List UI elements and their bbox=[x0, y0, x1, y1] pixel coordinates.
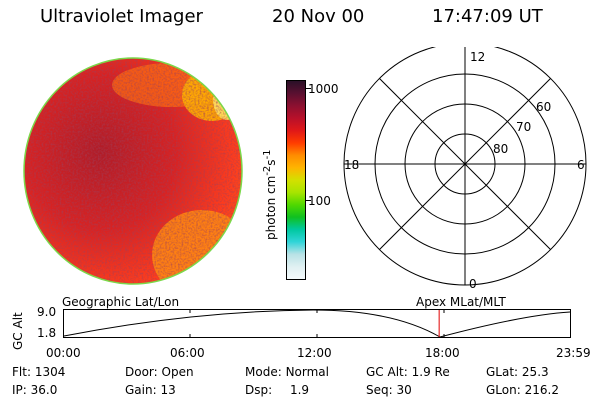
uv-image-disk bbox=[23, 57, 243, 285]
time-tick-1200: 12:00 bbox=[297, 346, 332, 360]
polar-diagonal bbox=[379, 78, 551, 250]
altitude-tick-min: 1.8 bbox=[37, 326, 57, 340]
altitude-curve bbox=[63, 309, 571, 338]
info-gain: Gain: 13 bbox=[125, 383, 176, 397]
colorbar-tickmark bbox=[306, 200, 311, 201]
time-tick-0600: 06:00 bbox=[170, 346, 205, 360]
info-dsp: Dsp: 1.9 bbox=[245, 383, 310, 397]
info-seq: Seq: 30 bbox=[366, 383, 412, 397]
altitude-axis-label: GC Alt bbox=[11, 312, 25, 350]
polar-plot: 12 18 6 0 60 70 80 bbox=[343, 47, 587, 291]
info-gc-alt: GC Alt: 1.9 Re bbox=[366, 365, 450, 379]
lat-label-80: 80 bbox=[493, 142, 508, 156]
info-door: Door: Open bbox=[125, 365, 194, 379]
lat-label-70: 70 bbox=[516, 120, 531, 134]
mlt-label-0: 0 bbox=[469, 277, 477, 291]
info-glon: GLon: 216.2 bbox=[486, 383, 559, 397]
lat-label-60: 60 bbox=[536, 100, 551, 114]
altitude-tick-max: 9.0 bbox=[37, 305, 57, 319]
info-mode: Mode: Normal bbox=[245, 365, 329, 379]
mlt-label-12: 12 bbox=[470, 50, 485, 64]
info-glat: GLat: 25.3 bbox=[486, 365, 549, 379]
info-ip: IP: 36.0 bbox=[12, 383, 58, 397]
apex-caption: Apex MLat/MLT bbox=[416, 295, 506, 309]
time-tick-0000: 00:00 bbox=[46, 346, 81, 360]
observation-time: 17:47:09 UT bbox=[432, 6, 543, 27]
colorbar-tick-1000: 1000 bbox=[308, 82, 339, 96]
altitude-plot bbox=[63, 309, 571, 338]
time-tick-2359: 23:59 bbox=[556, 346, 591, 360]
mlt-label-18: 18 bbox=[344, 158, 359, 172]
geographic-caption: Geographic Lat/Lon bbox=[62, 295, 180, 309]
time-tick-1800: 18:00 bbox=[425, 346, 460, 360]
colorbar-tickmark bbox=[306, 88, 311, 89]
observation-date: 20 Nov 00 bbox=[272, 6, 365, 27]
instrument-title: Ultraviolet Imager bbox=[40, 6, 203, 27]
info-flt: Flt: 1304 bbox=[12, 365, 66, 379]
colorbar bbox=[286, 80, 306, 280]
mlt-label-6: 6 bbox=[577, 158, 585, 172]
colorbar-tick-100: 100 bbox=[308, 194, 331, 208]
colorbar-unit-label: photon cm-2s-1 bbox=[262, 149, 278, 240]
